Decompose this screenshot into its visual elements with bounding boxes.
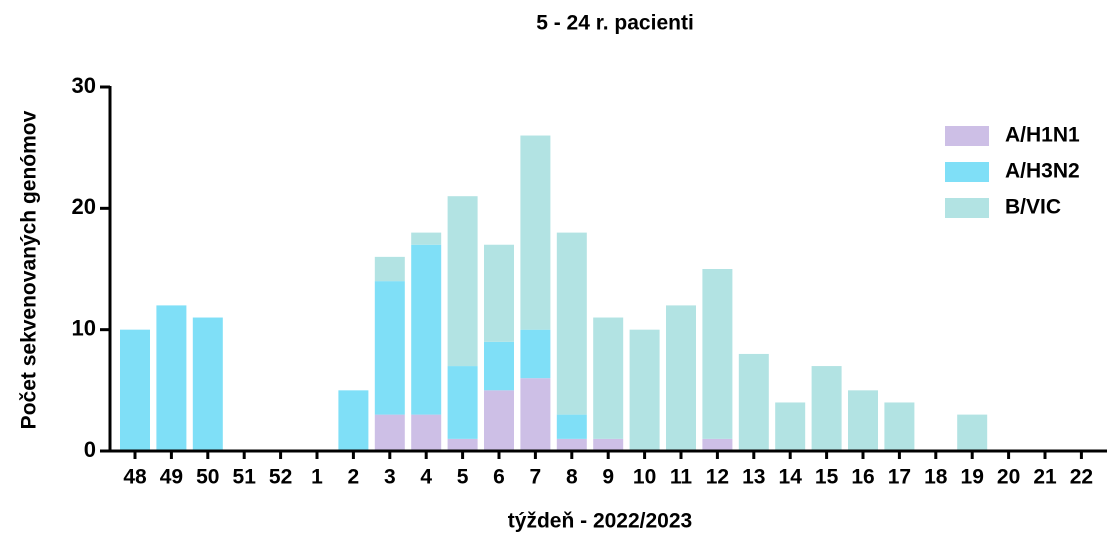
y-tick-label: 20 [72,194,96,219]
bar [447,196,478,367]
x-axis-label: týždeň - 2022/2023 [508,510,692,533]
bar [556,232,587,415]
chart-title: 5 - 24 r. pacienti [536,12,694,35]
bar [666,305,696,451]
bar [702,269,733,439]
x-tick-label: 49 [160,466,183,489]
x-tick-label: 18 [924,466,948,489]
x-tick-label: 15 [815,466,839,489]
bar [484,341,514,391]
bar [374,414,405,451]
x-tick-label: 11 [670,466,693,489]
x-tick-label: 2 [348,466,360,489]
bar [629,329,660,451]
bar [775,402,806,451]
bar [811,366,842,451]
x-tick-label: 52 [269,466,292,489]
y-tick-label: 10 [72,315,96,340]
bar [520,135,551,330]
legend-swatch [945,198,989,218]
bar [884,402,915,451]
bar [484,390,514,451]
bar [520,378,551,451]
bar [447,438,478,451]
bar [593,317,624,439]
bar [156,305,187,451]
bar [848,390,878,451]
bar [374,281,405,415]
legend-label: A/H1N1 [1005,124,1080,147]
x-tick-label: 8 [566,466,578,489]
bar [520,329,551,379]
legend-label: A/H3N2 [1005,160,1080,183]
x-tick-label: 7 [530,466,542,489]
x-tick-label: 9 [602,466,614,489]
bar [556,438,587,451]
bar [120,329,150,451]
bar [338,390,369,451]
x-tick-label: 10 [633,466,656,489]
bar [192,317,223,451]
bar [738,353,769,451]
legend-swatch [945,162,989,182]
x-tick-label: 16 [851,466,874,489]
x-tick-label: 5 [457,466,469,489]
x-tick-label: 1 [311,466,323,489]
x-tick-label: 13 [742,466,765,489]
x-tick-label: 19 [961,466,984,489]
bar [957,414,988,451]
bar [447,366,478,439]
x-tick-label: 17 [888,466,911,489]
x-tick-label: 12 [706,466,729,489]
x-tick-label: 3 [384,466,396,489]
x-tick-label: 4 [420,466,432,489]
y-tick-label: 30 [72,73,96,98]
y-axis-label: Počet sekvenovaných genómov [18,110,41,429]
bar [593,438,624,451]
x-tick-label: 51 [233,466,257,489]
x-tick-label: 20 [997,466,1020,489]
bar [411,232,442,245]
bar [556,414,587,439]
x-tick-label: 22 [1070,466,1093,489]
x-tick-label: 48 [123,466,147,489]
y-tick-label: 0 [84,437,96,462]
x-tick-label: 6 [493,466,505,489]
legend-label: B/VIC [1005,196,1061,219]
bar [411,244,442,415]
bar [411,414,442,451]
legend-swatch [945,126,989,146]
bar [702,438,733,451]
bar [374,256,405,282]
x-tick-label: 21 [1033,466,1057,489]
bar [484,244,514,342]
x-tick-label: 50 [196,466,219,489]
x-tick-label: 14 [779,466,803,489]
